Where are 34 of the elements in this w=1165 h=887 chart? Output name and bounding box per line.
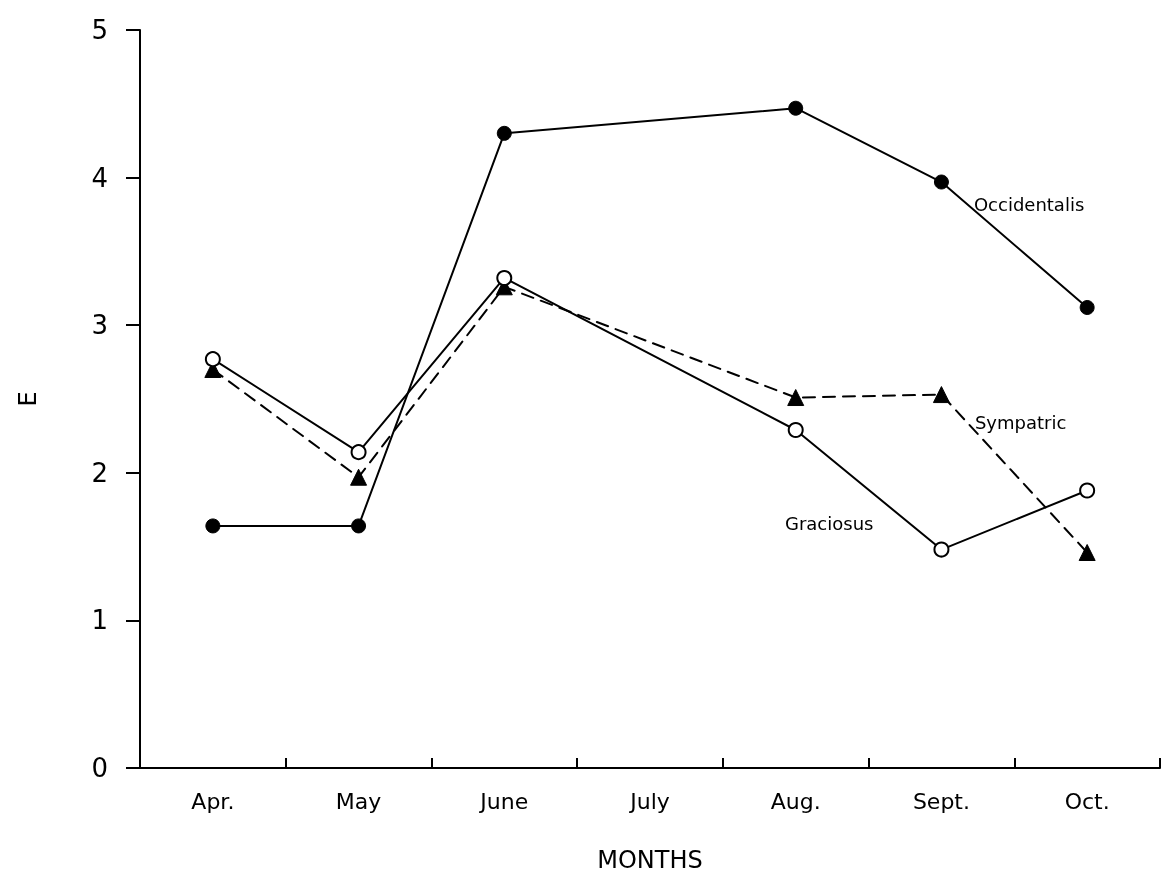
- x-tick-label: Aug.: [770, 788, 821, 814]
- point: [351, 518, 367, 534]
- point: [1079, 482, 1096, 499]
- point: [204, 351, 221, 368]
- series-label: Sympatric: [974, 412, 1067, 434]
- point: [932, 386, 950, 404]
- series-label: Occidentalis: [973, 193, 1085, 215]
- x-tick-label: Apr.: [191, 788, 235, 814]
- y-tick-label: 0: [91, 753, 108, 783]
- y-tick-label: 2: [91, 457, 108, 488]
- y-axis-title: E: [14, 391, 42, 407]
- x-tick-label: Sept.: [912, 788, 970, 814]
- point: [933, 541, 950, 558]
- x-tick-label: Oct.: [1064, 788, 1110, 814]
- x-tick-label: June: [478, 788, 529, 814]
- point: [205, 518, 221, 534]
- point: [788, 100, 804, 116]
- point: [933, 174, 949, 190]
- y-tick-label: 3: [91, 310, 108, 341]
- y-tick-label: 1: [91, 605, 108, 636]
- y-tick-label: 5: [91, 15, 108, 45]
- series-label: Graciosus: [784, 513, 874, 535]
- point: [787, 422, 804, 438]
- point: [1079, 299, 1095, 315]
- point: [350, 444, 367, 461]
- y-tick-label: 4: [91, 162, 108, 193]
- point: [496, 269, 513, 286]
- point: [496, 125, 512, 141]
- x-axis-title: MONTHS: [597, 846, 703, 874]
- point: [350, 468, 368, 486]
- x-tick-label: May: [335, 788, 382, 814]
- point: [787, 389, 805, 407]
- point: [1078, 544, 1096, 561]
- x-tick-label: July: [628, 788, 670, 814]
